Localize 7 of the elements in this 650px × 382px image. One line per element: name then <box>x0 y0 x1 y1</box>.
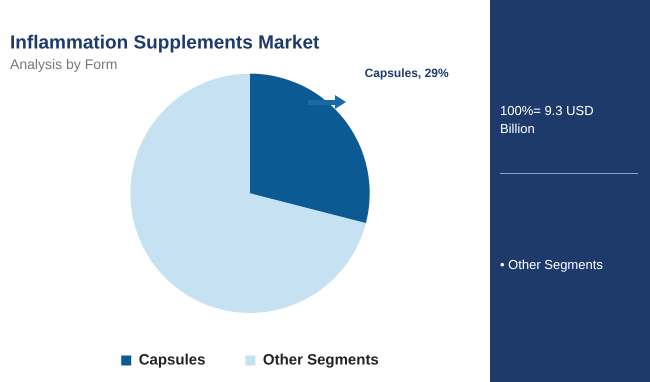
chart-subtitle: Analysis by Form <box>10 56 118 72</box>
legend-label: Capsules <box>138 352 206 369</box>
text: • Other Segments <box>500 256 604 274</box>
data-label: Capsules, 29% <box>364 66 449 80</box>
legend-label: Other Segments <box>262 352 379 369</box>
chart-title: Inflammation Supplements Market <box>10 32 320 54</box>
text: 100%= 9.3 USD Billion <box>500 102 595 138</box>
